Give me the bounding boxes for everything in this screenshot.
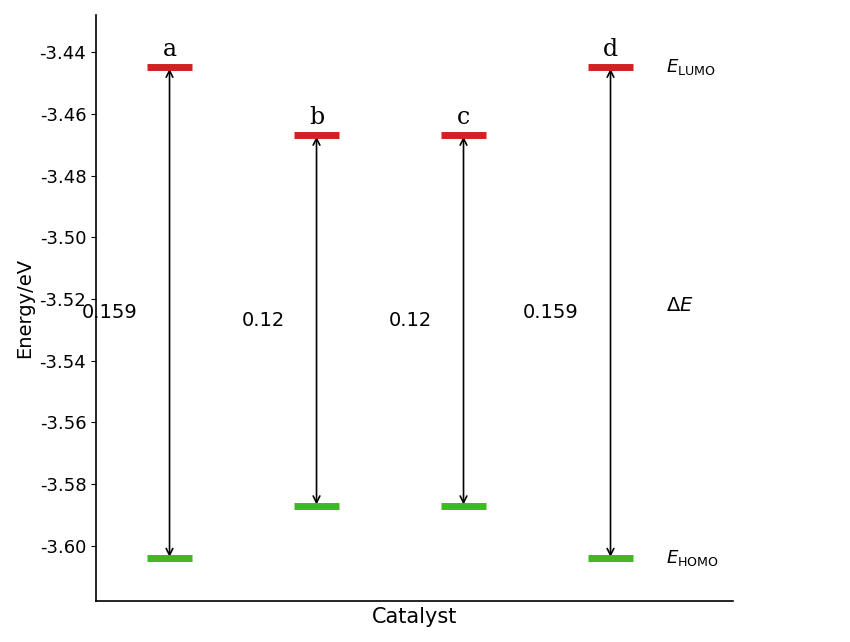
Y-axis label: Energy/eV: Energy/eV: [15, 258, 34, 358]
Text: b: b: [309, 106, 324, 129]
X-axis label: Catalyst: Catalyst: [371, 607, 457, 627]
Text: 0.12: 0.12: [241, 311, 285, 330]
Text: 0.159: 0.159: [82, 304, 138, 322]
Text: 0.159: 0.159: [523, 304, 579, 322]
Text: $\Delta E$: $\Delta E$: [666, 295, 694, 315]
Text: $E_{\mathrm{LUMO}}$: $E_{\mathrm{LUMO}}$: [666, 58, 716, 78]
Text: d: d: [603, 39, 618, 61]
Text: c: c: [457, 106, 470, 129]
Text: a: a: [162, 39, 177, 61]
Text: 0.12: 0.12: [388, 311, 432, 330]
Text: $E_{\mathrm{HOMO}}$: $E_{\mathrm{HOMO}}$: [666, 548, 718, 568]
